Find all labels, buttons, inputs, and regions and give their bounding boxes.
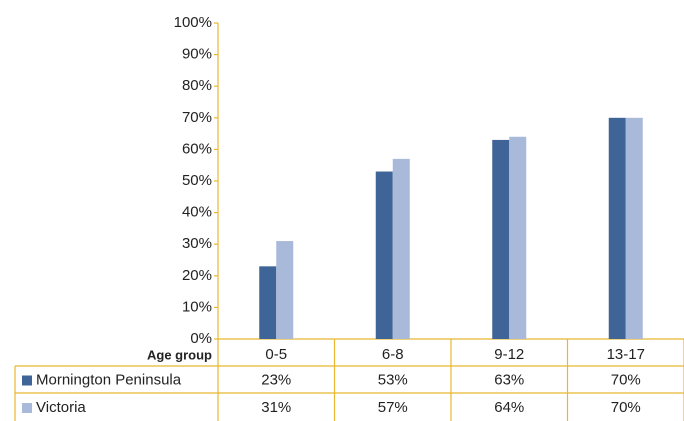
x-tick-label: 0-5 — [265, 346, 287, 363]
bar — [625, 117, 643, 339]
x-tick-label: 9-12 — [494, 346, 524, 363]
table-value: 63% — [494, 371, 524, 388]
y-tick-label: 10% — [182, 298, 212, 315]
legend-swatch — [22, 403, 32, 413]
table-value: 57% — [378, 399, 408, 416]
legend-swatch — [22, 375, 32, 386]
table-value: 53% — [378, 371, 408, 388]
y-tick-label: 100% — [174, 14, 212, 31]
table-value: 70% — [611, 371, 641, 388]
legend-label: Mornington Peninsula — [36, 371, 182, 388]
x-tick-label: 6-8 — [382, 346, 404, 363]
table-value: 64% — [494, 399, 524, 416]
bar — [509, 136, 527, 339]
table-value: 23% — [261, 371, 291, 388]
y-tick-label: 20% — [182, 267, 212, 284]
x-axis-title: Age group — [147, 347, 212, 362]
y-tick-label: 50% — [182, 172, 212, 189]
y-tick-label: 90% — [182, 46, 212, 63]
bar — [608, 117, 626, 339]
bar — [392, 158, 410, 339]
bar — [492, 139, 510, 339]
y-tick-label: 30% — [182, 235, 212, 252]
y-tick-label: 60% — [182, 140, 212, 157]
x-tick-label: 13-17 — [607, 346, 645, 363]
bar — [276, 241, 294, 339]
legend-label: Victoria — [36, 399, 86, 416]
y-tick-label: 40% — [182, 204, 212, 221]
y-tick-label: 80% — [182, 77, 212, 94]
bar — [375, 171, 393, 339]
y-tick-label: 0% — [190, 330, 212, 347]
bar — [259, 266, 277, 339]
table-value: 70% — [611, 399, 641, 416]
table-value: 31% — [261, 399, 291, 416]
y-tick-label: 70% — [182, 109, 212, 126]
